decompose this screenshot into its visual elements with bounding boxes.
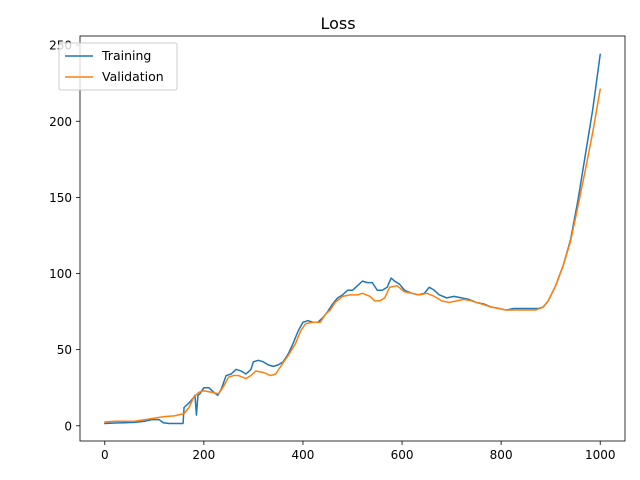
chart-title: Loss: [320, 14, 355, 33]
y-axis: 050100150200250: [49, 39, 80, 433]
x-tick-label: 600: [391, 448, 414, 462]
y-tick-label: 100: [49, 267, 72, 281]
legend-label-validation: Validation: [102, 69, 164, 84]
legend: Training Validation: [58, 42, 178, 91]
x-tick-label: 400: [292, 448, 315, 462]
x-tick-label: 200: [192, 448, 215, 462]
series-line-validation: [104, 88, 601, 423]
legend-label-training: Training: [101, 48, 151, 63]
x-axis: 0 200 400 600 800 1000: [101, 441, 616, 462]
y-tick-label: 50: [57, 343, 72, 357]
legend-box: [58, 42, 178, 91]
y-tick-label: 0: [64, 419, 72, 433]
x-tick-label: 1000: [585, 448, 616, 462]
plot-frame: [79, 35, 626, 442]
x-tick-label: 0: [101, 448, 109, 462]
plot-area: [80, 36, 625, 441]
x-tick-label: 800: [490, 448, 513, 462]
series-layer: [104, 53, 601, 425]
y-tick-label: 150: [49, 191, 72, 205]
y-tick-label: 200: [49, 115, 72, 129]
